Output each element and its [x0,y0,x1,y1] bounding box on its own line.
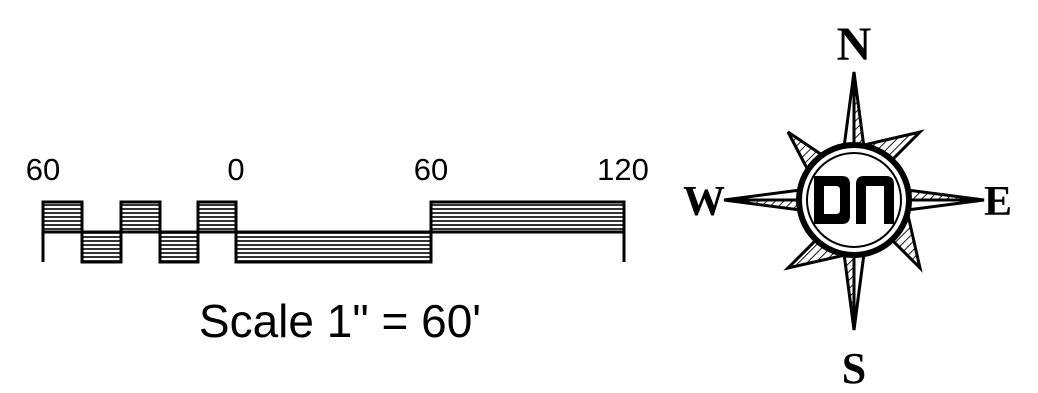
scale-segment-upper-main [429,200,626,234]
scale-segment-upper-3 [196,200,238,234]
west-label: W [683,179,725,225]
compass-center-inner-ring [806,152,902,248]
tick-label-0: 0 [227,152,244,187]
tick-label-60: 60 [414,152,448,187]
east-label: E [984,179,1012,225]
scale-segment-lower-main [234,230,433,264]
scale-bar: 60 0 60 120 Scale 1" = 60' [26,152,649,347]
compass-center-ring [796,142,912,258]
scale-segment-lower-1 [80,230,123,264]
south-label: S [842,344,866,393]
tick-label-120: 120 [597,152,649,187]
north-arrow: N S E W [683,18,1012,393]
scale-caption: Scale 1" = 60' [199,295,481,347]
scale-segment-upper-1 [41,200,84,234]
scale-segment-lower-2 [158,230,200,264]
da-logo-icon [814,176,894,224]
north-label: N [837,18,872,71]
scale-segment-upper-2 [119,200,162,234]
tick-label-left-60: 60 [26,152,60,187]
